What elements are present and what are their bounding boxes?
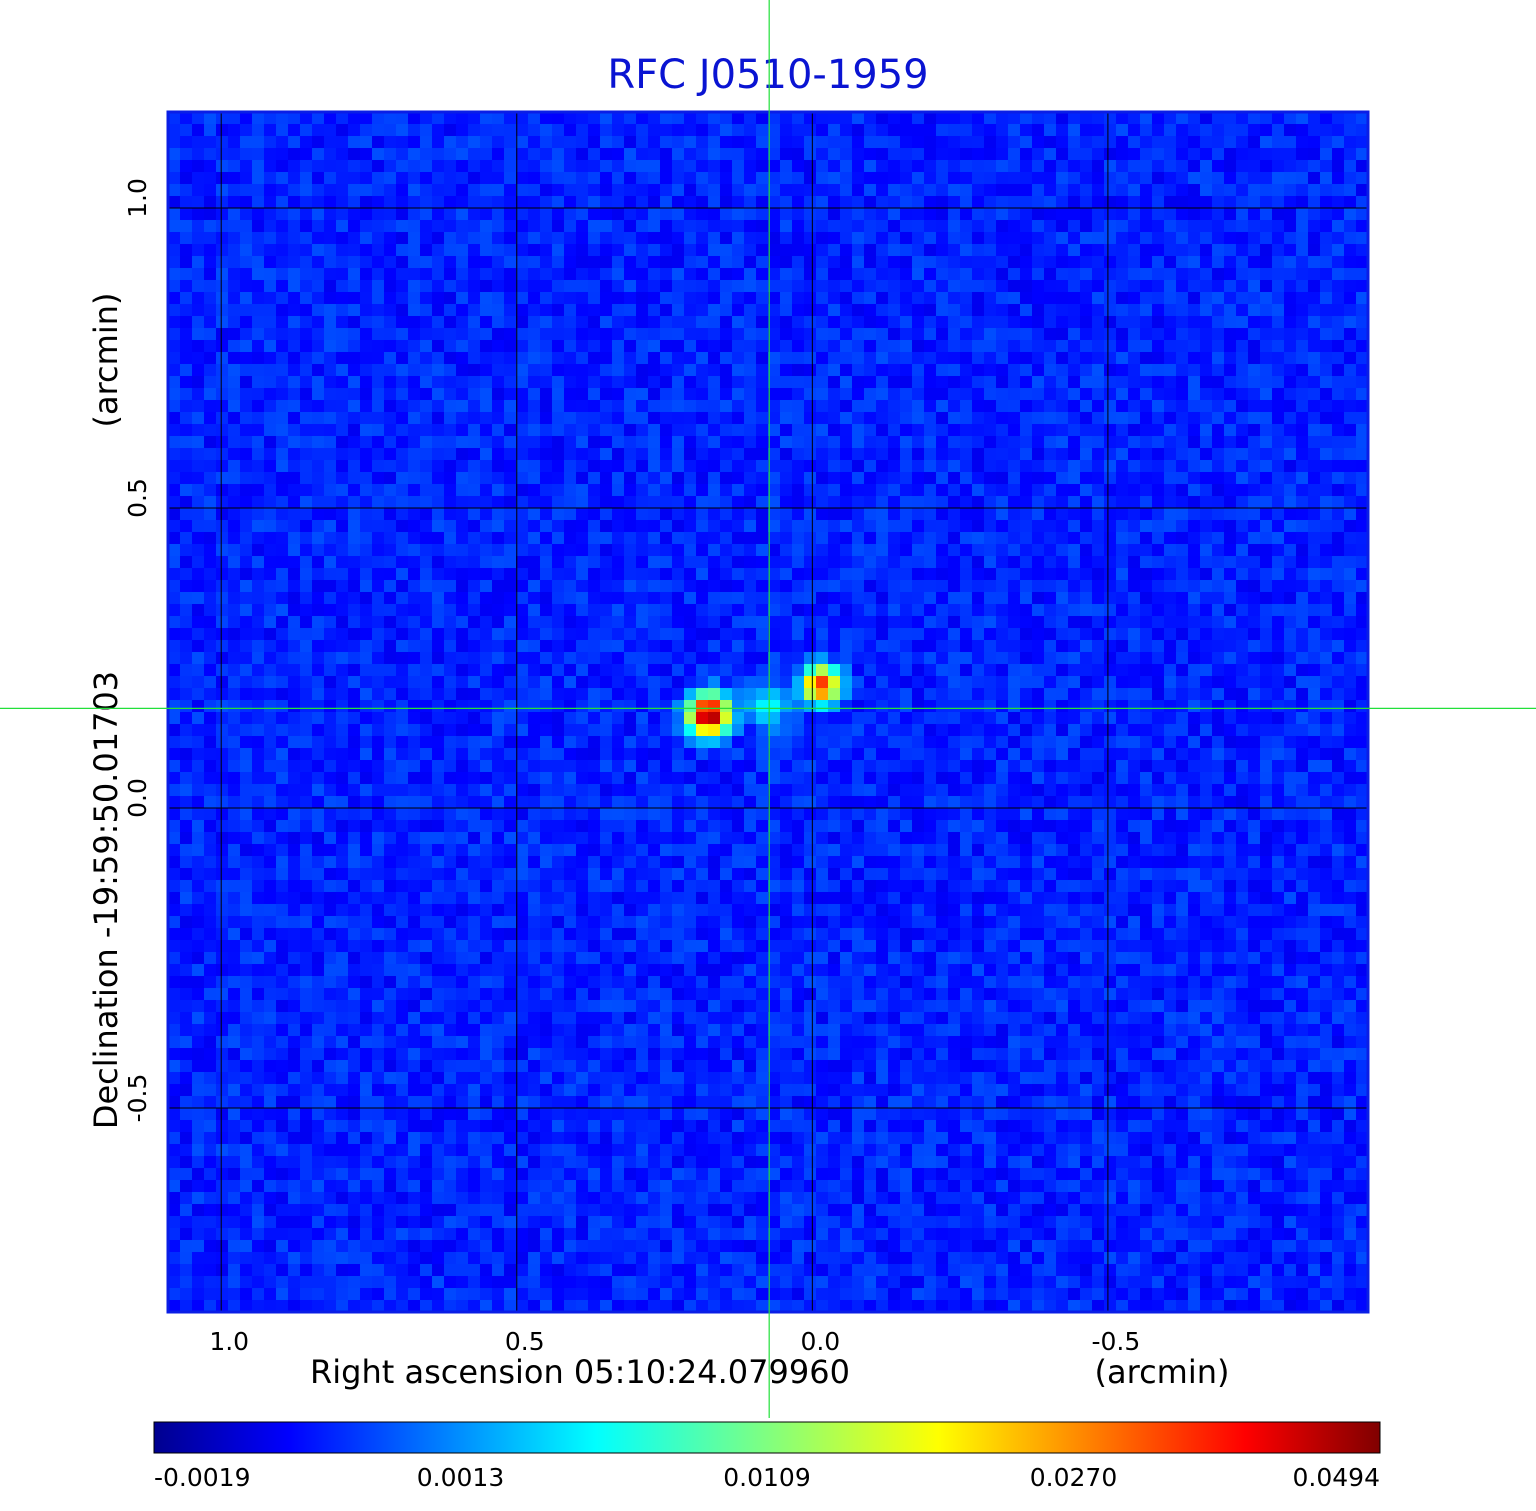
x-tick-label-2: 0.0: [800, 1327, 840, 1356]
x-tick-label-1: 0.5: [505, 1327, 545, 1356]
x-axis-unit: (arcmin): [1095, 1353, 1230, 1391]
y-axis-label: Declination -19:59:50.01703: [87, 671, 125, 1129]
colorbar-tick-label-0: -0.0019: [154, 1463, 251, 1492]
x-axis-label: Right ascension 05:10:24.079960: [310, 1353, 850, 1391]
heatmap-image: [168, 112, 1368, 1312]
x-axis-ticks: 1.0 0.5 0.0 -0.5: [209, 1327, 1140, 1356]
y-tick-label-1: 0.5: [123, 478, 152, 518]
colorbar-tick-label-1: 0.0013: [417, 1463, 504, 1492]
colorbar-tick-label-3: 0.0270: [1030, 1463, 1117, 1492]
y-axis-unit: (arcmin): [87, 293, 125, 428]
y-axis-ticks: 1.0 0.5 0.0 -0.5: [123, 178, 152, 1122]
y-tick-label-2: 0.0: [123, 778, 152, 818]
chart-title: RFC J0510-1959: [607, 52, 929, 98]
image-area: [168, 112, 1368, 1312]
crosshair: [0, 0, 1536, 1418]
colorbar: -0.0019 0.0013 0.0109 0.0270 0.0494: [153, 1421, 1381, 1492]
colorbar-tick-label-4: 0.0494: [1293, 1463, 1380, 1492]
y-tick-label-0: 1.0: [123, 178, 152, 218]
y-tick-label-3: -0.5: [123, 1074, 152, 1123]
x-tick-label-3: -0.5: [1092, 1327, 1141, 1356]
x-tick-label-0: 1.0: [209, 1327, 249, 1356]
plot-frame: [166, 110, 1370, 1314]
colorbar-gradient: [153, 1421, 1381, 1454]
grid-lines: [168, 112, 1368, 1312]
colorbar-tick-label-2: 0.0109: [723, 1463, 810, 1492]
colorbar-ticks: -0.0019 0.0013 0.0109 0.0270 0.0494: [154, 1463, 1380, 1492]
